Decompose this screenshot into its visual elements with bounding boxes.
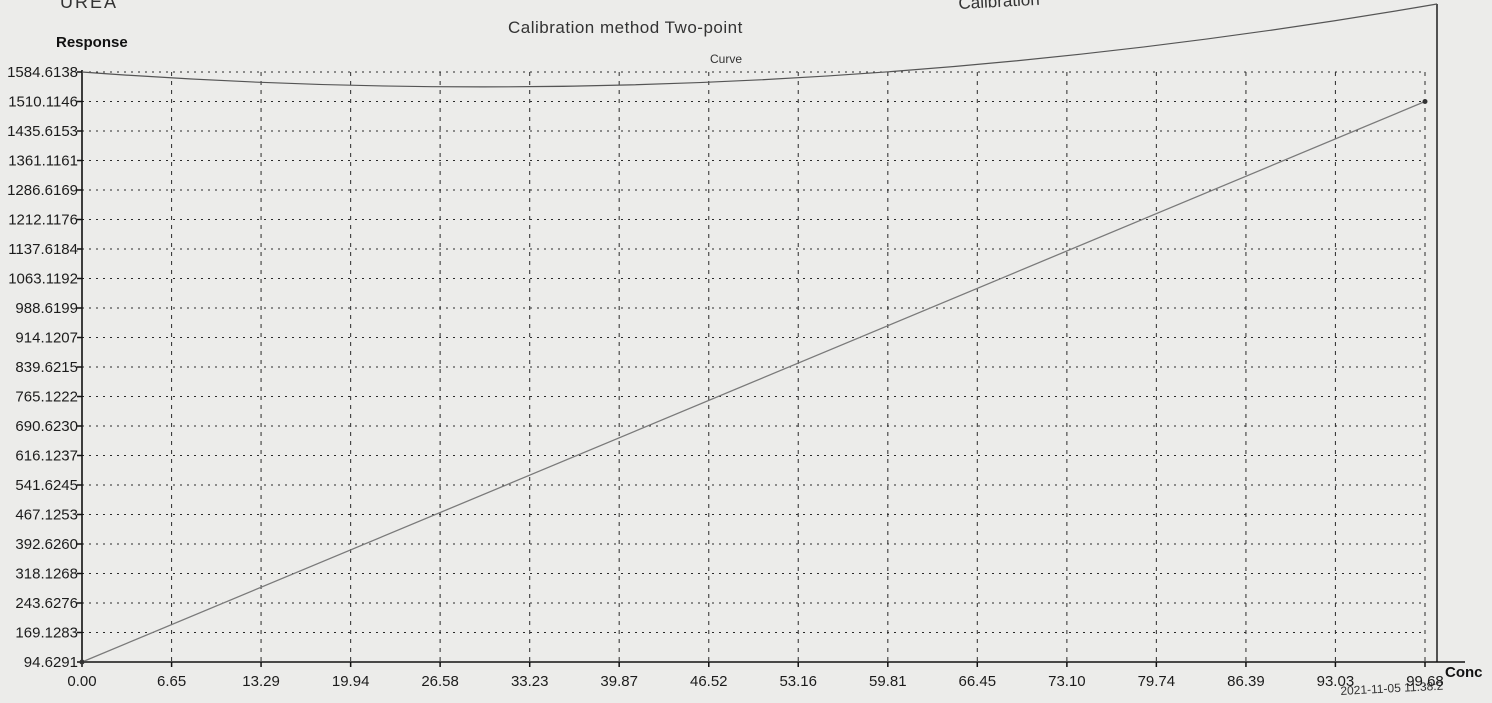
calibration-point: [79, 659, 85, 665]
y-tick-label: 616.1237: [15, 448, 78, 465]
x-tick-label: 6.65: [157, 673, 186, 690]
x-axis-label: Conc: [1445, 664, 1483, 681]
y-tick-label: 1286.6169: [7, 182, 78, 199]
x-tick-labels: 0.00 6.65 13.29 19.94 26.58 33.23 39.87 46.52 53…: [67, 673, 1443, 690]
x-tick-label: 26.58: [421, 673, 459, 690]
y-tick-label: 169.1283: [15, 625, 78, 642]
y-tick-label: 1063.1192: [8, 270, 78, 287]
test-name-label: UREA: [60, 0, 119, 12]
x-tick-label: 59.81: [869, 673, 907, 690]
x-tick-label: 13.29: [242, 673, 280, 690]
x-tick-label: 86.39: [1227, 673, 1265, 690]
x-tick-label: 33.23: [511, 673, 549, 690]
y-tick-label: 243.6276: [15, 595, 78, 612]
x-tick-label: 73.10: [1048, 673, 1086, 690]
x-tick-label: 66.45: [959, 673, 997, 690]
y-tick-label: 541.6245: [15, 477, 78, 494]
y-tick-label: 392.6260: [15, 536, 78, 553]
calibration-line: [81, 100, 1426, 663]
y-tick-label: 690.6230: [15, 418, 78, 435]
x-tick-label: 19.94: [332, 673, 370, 690]
series-layer: [79, 98, 1428, 665]
y-tick-label: 988.6199: [15, 300, 78, 317]
y-tick-label: 1212.1176: [8, 212, 78, 229]
y-tick-labels: 94.6291 169.1283 243.6276 318.1268 392.6260 4…: [7, 64, 78, 671]
y-axis-label: Response: [56, 34, 128, 51]
y-tick-label: 1510.1146: [8, 93, 78, 110]
y-tick-label: 467.1253: [15, 507, 78, 524]
x-tick-label: 53.16: [779, 673, 817, 690]
axes: [77, 3, 1465, 667]
y-tick-label: 839.6215: [15, 359, 78, 376]
y-tick-label: 765.1222: [15, 389, 78, 406]
x-tick-label: 99.68: [1406, 673, 1444, 690]
chart-title: Calibration method Two-point: [508, 18, 743, 37]
y-tick-label: 1584.6138: [7, 64, 78, 81]
y-tick-label: 1137.6184: [8, 241, 78, 258]
x-tick-label: 93.03: [1317, 673, 1355, 690]
grid-lines: [82, 71, 1426, 662]
calibration-point: [1422, 98, 1428, 104]
top-border-line: [81, 3, 1438, 88]
y-tick-label: 318.1268: [15, 566, 78, 583]
y-tick-label: 914.1207: [15, 330, 78, 347]
x-tick-label: 39.87: [600, 673, 638, 690]
y-tick-label: 1361.1161: [8, 153, 78, 170]
x-tick-label: 46.52: [690, 673, 728, 690]
x-tick-label: 79.74: [1138, 673, 1176, 690]
x-tick-label: 0.00: [67, 673, 96, 690]
y-tick-label: 1435.6153: [7, 123, 78, 140]
y-tick-label: 94.6291: [24, 654, 78, 671]
chart-subtitle: Curve: [710, 52, 743, 66]
